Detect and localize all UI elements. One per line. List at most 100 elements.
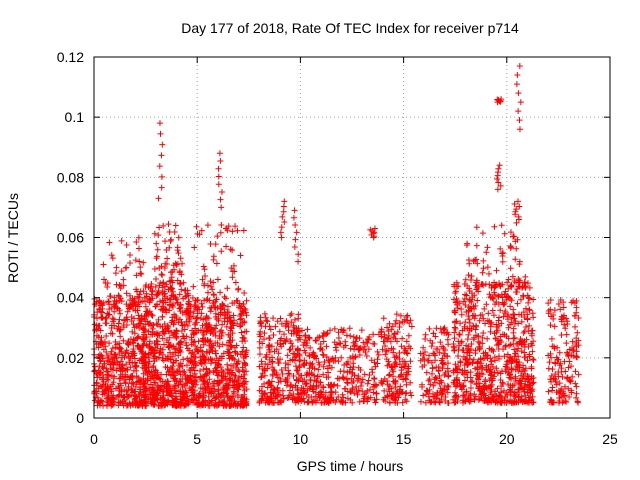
data-point [120,321,127,328]
data-point [408,323,415,330]
data-point [323,374,330,381]
data-point [522,305,529,312]
data-point [480,257,487,264]
data-point [451,347,458,354]
data-point [317,379,324,386]
data-point [99,302,106,309]
data-point [489,307,496,314]
data-point [417,398,424,405]
data-point [425,393,432,400]
data-point [99,314,106,321]
data-point [100,346,107,353]
data-point [154,396,161,403]
data-point [173,327,180,334]
data-point [201,384,208,391]
data-point [320,352,327,359]
data-point [126,305,133,312]
data-point [213,355,220,362]
data-point [515,361,522,368]
data-point [500,380,507,387]
data-point [302,332,309,339]
data-point [156,375,163,382]
data-point [391,331,398,338]
data-point [461,362,468,369]
data-point [492,283,499,290]
data-point [384,392,391,399]
data-point [399,335,406,342]
data-point [325,369,332,376]
data-point [482,397,489,404]
data-point [165,391,172,398]
data-point [199,348,206,355]
data-point [279,370,286,377]
data-point [142,283,149,290]
data-point [104,283,111,290]
data-point [184,376,191,383]
data-point [198,360,205,367]
data-point [153,292,160,299]
data-point [214,233,221,240]
data-point [381,387,388,394]
data-point [183,379,190,386]
data-point [573,304,580,311]
data-point [230,382,237,389]
data-point [240,384,247,391]
data-point [105,299,112,306]
data-point [441,371,448,378]
data-point [159,297,166,304]
data-point [456,331,463,338]
data-point [226,398,233,405]
data-point [188,396,195,403]
data-point [235,286,242,293]
data-point [277,378,284,385]
data-point [457,358,464,365]
data-point [465,331,472,338]
data-point [169,402,176,409]
data-point [497,245,504,252]
data-point [241,379,248,386]
data-point [105,384,112,391]
data-point [132,363,139,370]
data-point [469,378,476,385]
data-point [278,367,285,374]
data-point [152,275,159,282]
data-point [334,375,341,382]
data-point [357,382,364,389]
data-point [212,310,219,317]
data-point [272,323,279,330]
data-point [234,298,241,305]
data-point [91,397,98,404]
data-point [278,320,285,327]
data-point [501,397,508,404]
data-point [259,390,266,397]
data-point [191,392,198,399]
data-point [514,198,521,205]
data-point [390,378,397,385]
data-point [110,379,117,386]
data-point [548,335,555,342]
data-point [144,377,151,384]
data-point [478,281,485,288]
chart-title: Day 177 of 2018, Rate Of TEC Index for r… [181,20,519,36]
data-point [258,373,265,380]
data-point [386,399,393,406]
data-point [282,323,289,330]
data-point [466,327,473,334]
data-point [545,388,552,395]
data-point [168,236,175,243]
data-point [207,346,214,353]
data-point [556,362,563,369]
data-point [219,321,226,328]
data-point [168,389,175,396]
data-point [190,331,197,338]
data-point [123,347,130,354]
data-point [397,383,404,390]
data-point [115,383,122,390]
data-point [505,369,512,376]
data-point [339,391,346,398]
data-point [101,276,108,283]
data-point [105,372,112,379]
data-point [423,369,430,376]
data-point [336,340,343,347]
data-point [221,293,228,300]
